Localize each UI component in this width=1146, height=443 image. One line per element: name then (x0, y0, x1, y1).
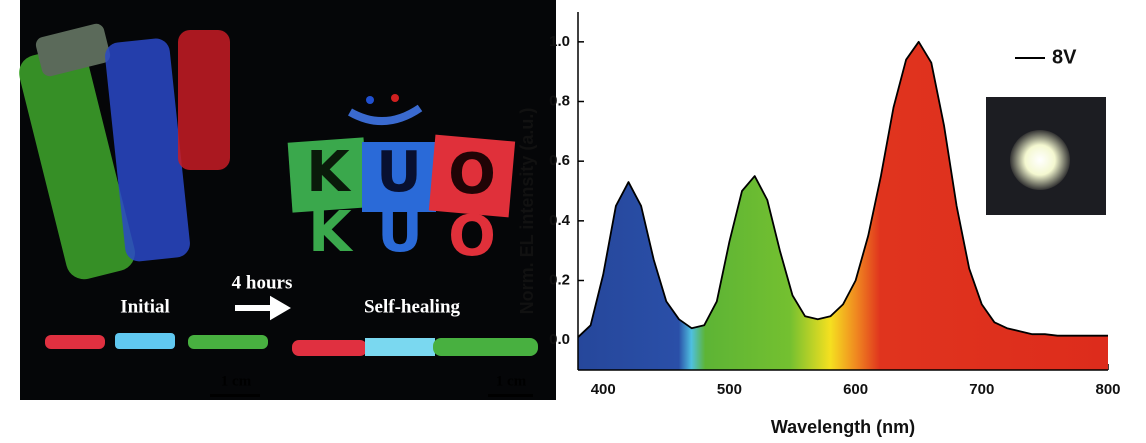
photo-label: 4 hours (232, 272, 293, 293)
x-tick-label: 700 (969, 381, 994, 398)
x-tick-label: 800 (1095, 381, 1120, 398)
x-axis-label: Wavelength (nm) (771, 417, 915, 437)
line (577, 40, 1108, 338)
photo-label: Self-healing (364, 296, 461, 317)
y-axis-label: Norm. EL intensity (a.u.) (517, 108, 537, 315)
legend-label: 8V (1052, 46, 1077, 68)
letter: O (448, 142, 496, 207)
y-tick-label: 1.0 (549, 33, 570, 50)
letter: U (376, 140, 421, 205)
letter: U (377, 200, 422, 265)
y-tick-label: 0.4 (549, 212, 571, 229)
y-tick-label: 0.8 (549, 92, 570, 109)
x-tick-label: 600 (843, 381, 868, 398)
letter: K (306, 140, 352, 205)
y-tick-label: 0.0 (549, 331, 570, 348)
inset-photo (986, 97, 1106, 215)
letter: K (308, 200, 354, 265)
x-tick-label: 500 (717, 381, 742, 398)
scale-label: 1 cm (496, 373, 527, 389)
photo (19, 0, 556, 400)
y-tick-label: 0.2 (549, 271, 570, 288)
photo-label: Initial (120, 296, 170, 317)
letter: O (448, 204, 496, 269)
y-tick-label: 0.6 (549, 152, 570, 169)
x-tick-label: 400 (591, 381, 616, 398)
scale-label: 1 cm (221, 373, 252, 389)
